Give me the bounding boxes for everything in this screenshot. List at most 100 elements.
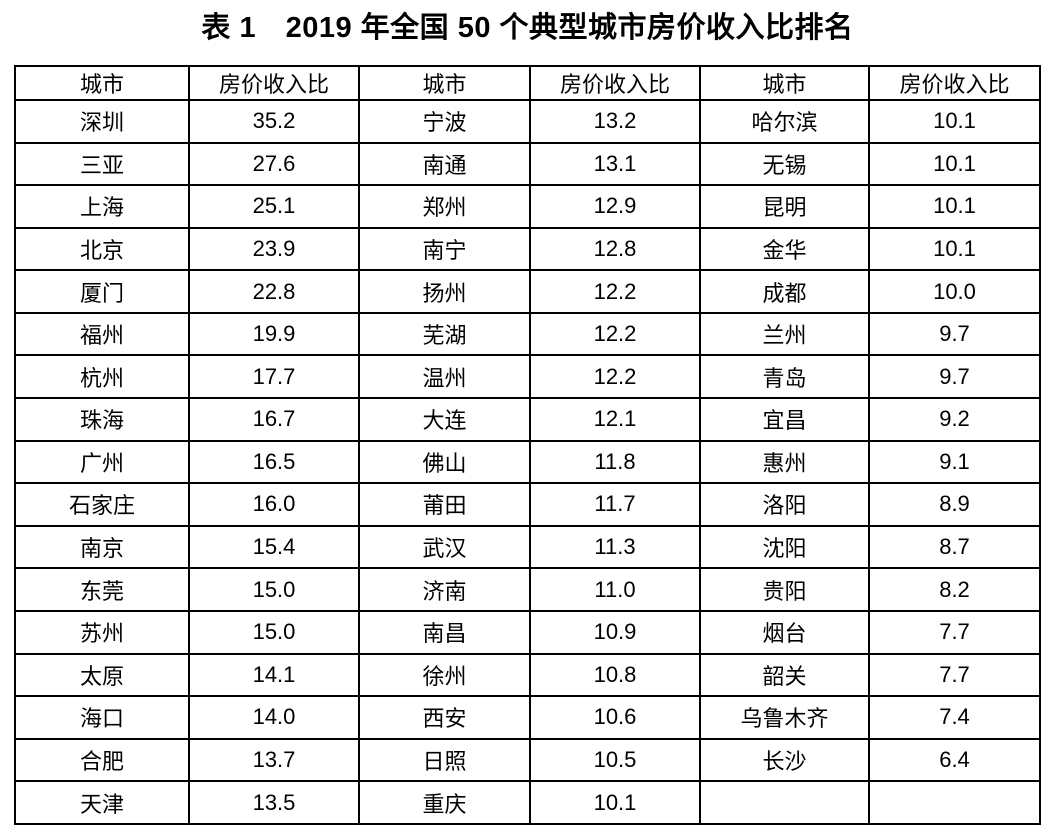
table-row: 北京 23.9 南宁 12.8 金华 10.1 [14,226,1041,272]
city-cell: 济南 [358,567,531,612]
ratio-cell: 7.4 [868,695,1041,740]
city-cell: 莆田 [358,482,531,527]
ratio-cell: 8.7 [868,524,1041,570]
ratio-cell: 12.1 [529,397,701,442]
table-row: 广州 16.5 佛山 11.8 惠州 9.1 [14,439,1041,485]
city-cell: 天津 [14,780,190,825]
city-cell: 佛山 [358,439,531,485]
column-header-city-3: 城市 [699,65,870,101]
ratio-cell: 9.2 [868,397,1041,442]
ratio-cell: 12.2 [529,269,701,314]
ratio-cell: 13.1 [529,141,701,187]
city-cell: 石家庄 [14,482,190,527]
city-cell: 惠州 [699,439,870,485]
ratio-cell: 27.6 [188,141,360,187]
table-row: 东莞 15.0 济南 11.0 贵阳 8.2 [14,567,1041,612]
ratio-cell: 11.7 [529,482,701,527]
ratio-cell: 10.5 [529,737,701,783]
ratio-cell: 15.4 [188,524,360,570]
ratio-cell: 10.6 [529,695,701,740]
ratio-cell: 9.7 [868,354,1041,400]
city-cell: 洛阳 [699,482,870,527]
ratio-cell: 10.1 [868,184,1041,229]
city-cell: 三亚 [14,141,190,187]
column-header-city-1: 城市 [14,65,190,101]
ratio-cell: 35.2 [188,99,360,144]
table-row: 苏州 15.0 南昌 10.9 烟台 7.7 [14,609,1041,655]
city-cell: 郑州 [358,184,531,229]
table-row: 石家庄 16.0 莆田 11.7 洛阳 8.9 [14,482,1041,527]
city-cell: 南宁 [358,226,531,272]
ratio-cell: 8.9 [868,482,1041,527]
city-cell: 烟台 [699,609,870,655]
ratio-cell [868,780,1041,825]
ratio-cell: 12.8 [529,226,701,272]
column-header-ratio-3: 房价收入比 [868,65,1041,101]
city-cell: 日照 [358,737,531,783]
city-cell: 深圳 [14,99,190,144]
city-cell: 芜湖 [358,311,531,357]
city-cell: 宁波 [358,99,531,144]
city-cell: 宜昌 [699,397,870,442]
ratio-cell: 17.7 [188,354,360,400]
city-cell: 南京 [14,524,190,570]
ratio-cell: 11.8 [529,439,701,485]
city-cell: 福州 [14,311,190,357]
column-header-city-2: 城市 [358,65,531,101]
city-cell: 扬州 [358,269,531,314]
city-cell: 太原 [14,652,190,698]
table-row: 福州 19.9 芜湖 12.2 兰州 9.7 [14,311,1041,357]
city-cell: 兰州 [699,311,870,357]
city-cell: 成都 [699,269,870,314]
ratio-cell: 13.5 [188,780,360,825]
ratio-cell: 14.0 [188,695,360,740]
city-cell: 无锡 [699,141,870,187]
ratio-cell: 12.9 [529,184,701,229]
city-cell: 青岛 [699,354,870,400]
ratio-cell: 10.1 [868,99,1041,144]
table-body: 深圳 35.2 宁波 13.2 哈尔滨 10.1 三亚 27.6 南通 13.1 无锡 10.1 上海 2… [14,99,1041,825]
ratio-cell: 22.8 [188,269,360,314]
ratio-cell: 25.1 [188,184,360,229]
ratio-cell: 10.1 [868,141,1041,187]
ratio-cell: 10.1 [529,780,701,825]
ratio-cell: 9.1 [868,439,1041,485]
table-row: 深圳 35.2 宁波 13.2 哈尔滨 10.1 [14,99,1041,144]
table-row: 三亚 27.6 南通 13.1 无锡 10.1 [14,141,1041,187]
city-cell: 哈尔滨 [699,99,870,144]
city-cell: 东莞 [14,567,190,612]
ratio-cell: 16.5 [188,439,360,485]
ratio-cell: 16.7 [188,397,360,442]
city-cell: 北京 [14,226,190,272]
ratio-cell: 23.9 [188,226,360,272]
city-cell: 南昌 [358,609,531,655]
ratio-cell: 10.9 [529,609,701,655]
city-cell [699,780,870,825]
city-cell: 沈阳 [699,524,870,570]
city-cell: 西安 [358,695,531,740]
ratio-cell: 15.0 [188,567,360,612]
city-cell: 韶关 [699,652,870,698]
table-row: 合肥 13.7 日照 10.5 长沙 6.4 [14,737,1041,783]
ratio-cell: 16.0 [188,482,360,527]
city-cell: 南通 [358,141,531,187]
table-header-row: 城市 房价收入比 城市 房价收入比 城市 房价收入比 [14,65,1041,101]
ratio-cell: 7.7 [868,652,1041,698]
city-cell: 温州 [358,354,531,400]
table-row: 天津 13.5 重庆 10.1 [14,780,1041,825]
ratio-cell: 14.1 [188,652,360,698]
city-cell: 杭州 [14,354,190,400]
city-cell: 昆明 [699,184,870,229]
table-row: 珠海 16.7 大连 12.1 宜昌 9.2 [14,397,1041,442]
table-row: 太原 14.1 徐州 10.8 韶关 7.7 [14,652,1041,698]
city-cell: 苏州 [14,609,190,655]
ratio-cell: 13.2 [529,99,701,144]
table-row: 海口 14.0 西安 10.6 乌鲁木齐 7.4 [14,695,1041,740]
city-cell: 乌鲁木齐 [699,695,870,740]
city-cell: 上海 [14,184,190,229]
column-header-ratio-2: 房价收入比 [529,65,701,101]
table-row: 杭州 17.7 温州 12.2 青岛 9.7 [14,354,1041,400]
table-row: 厦门 22.8 扬州 12.2 成都 10.0 [14,269,1041,314]
table-row: 南京 15.4 武汉 11.3 沈阳 8.7 [14,524,1041,570]
